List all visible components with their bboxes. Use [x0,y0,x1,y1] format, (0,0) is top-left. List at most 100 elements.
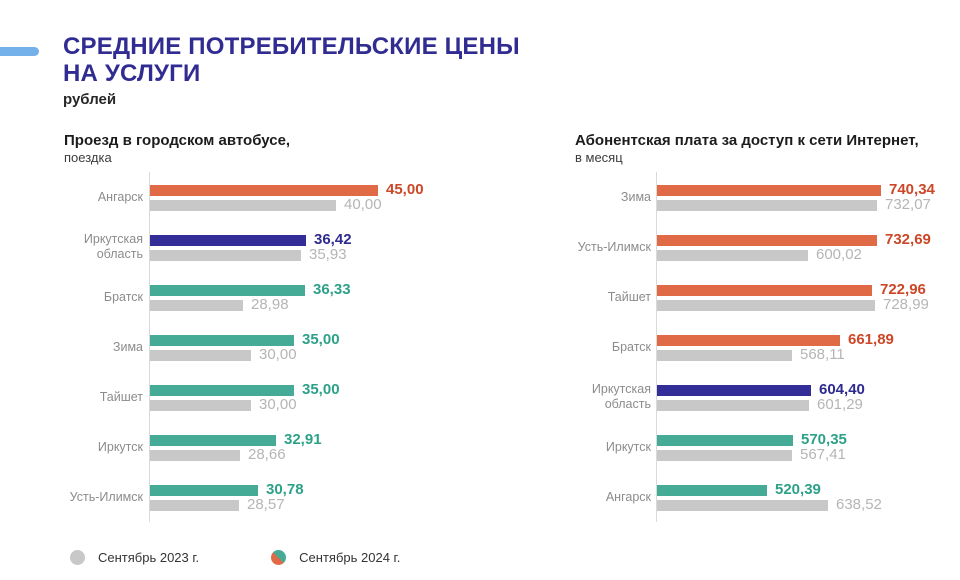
bar-row: Иркутская область 36,42 35,93 [64,222,554,272]
value-label-2024: 740,34 [889,181,935,198]
bar-row: Иркутская область 604,40 601,29 [575,372,960,422]
category-label: Тайшет [607,289,651,304]
bar-row: Иркутск 32,91 28,66 [64,422,554,472]
bar-row: Иркутск 570,35 567,41 [575,422,960,472]
chart-internet-fee: Абонентская плата за доступ к сети Интер… [575,131,960,522]
bar-2023 [150,199,336,211]
bar-2024 [657,484,767,496]
value-label-2024: 36,33 [313,281,351,298]
bar-line-2024: 732,69 [657,231,960,248]
bars-area: 45,00 40,00 [149,172,554,222]
value-label-2024: 604,40 [819,381,865,398]
bar-2023 [657,299,875,311]
bar-2024 [150,484,258,496]
bar-row: Зима 35,00 30,00 [64,322,554,372]
bar-2023 [150,299,243,311]
bar-row: Тайшет 722,96 728,99 [575,272,960,322]
bar-line-2023: 30,00 [150,397,554,412]
bar-2024 [150,234,306,246]
value-label-2024: 35,00 [302,381,340,398]
category-label: Иркутск [97,439,143,454]
chart-subtitle: поездка [64,150,112,165]
unit-label: рублей [63,91,117,108]
category-label: Иркутская область [591,382,651,411]
bar-2024 [657,284,872,296]
bar-2024 [150,434,276,446]
chart-subtitle: в месяц [575,150,623,165]
value-label-2023: 732,07 [885,196,931,213]
header: СРЕДНИЕ ПОТРЕБИТЕЛЬСКИЕ ЦЕНЫ НА УСЛУГИ р… [63,33,520,108]
value-label-2024: 732,69 [885,231,931,248]
category-label: Усть-Илимск [577,239,651,254]
bar-line-2023: 28,57 [150,496,554,513]
bar-2023 [657,399,809,411]
bars-area: 30,78 28,57 [149,472,554,522]
bar-2024 [657,434,793,446]
category-label: Тайшет [99,389,143,404]
bar-line-2024: 740,34 [657,181,960,198]
bars-area: 520,39 638,52 [656,472,960,522]
page-title: СРЕДНИЕ ПОТРЕБИТЕЛЬСКИЕ ЦЕНЫ НА УСЛУГИ [63,33,520,87]
chart-title: Абонентская плата за доступ к сети Интер… [575,132,919,149]
bar-2024 [150,384,294,396]
category-label: Зима [620,189,651,204]
bar-2023 [150,499,239,511]
value-label-2023: 28,57 [247,496,285,513]
value-label-2023: 638,52 [836,496,882,513]
value-label-2024: 570,35 [801,431,847,448]
bar-line-2024: 520,39 [657,481,960,498]
value-label-2024: 520,39 [775,481,821,498]
legend-dot-2023 [70,550,85,565]
bar-line-2024: 45,00 [150,182,554,197]
bar-line-2023: 30,00 [150,347,554,362]
bar-line-2023: 600,02 [657,246,960,263]
page-title-line1: СРЕДНИЕ ПОТРЕБИТЕЛЬСКИЕ ЦЕНЫ [63,33,520,60]
legend-item-2024: Сентябрь 2024 г. [271,550,400,565]
bar-line-2024: 36,33 [150,281,554,298]
bar-row: Ангарск 45,00 40,00 [64,172,554,222]
bar-line-2023: 40,00 [150,196,554,213]
bar-2023 [150,449,240,461]
bar-2023 [657,449,792,461]
bar-line-2023: 28,66 [150,447,554,462]
bar-row: Братск 36,33 28,98 [64,272,554,322]
bar-line-2023: 601,29 [657,397,960,412]
bars-area: 661,89 568,11 [656,322,960,372]
bars-area: 36,33 28,98 [149,272,554,322]
value-label-2024: 32,91 [284,431,322,448]
bar-line-2023: 35,93 [150,247,554,262]
accent-bar [0,47,39,56]
bar-line-2023: 728,99 [657,297,960,312]
bar-2024 [657,184,881,196]
value-label-2024: 36,42 [314,231,352,248]
legend: Сентябрь 2023 г. Сентябрь 2024 г. [70,550,400,565]
value-label-2024: 30,78 [266,481,304,498]
page-title-line2: НА УСЛУГИ [63,60,201,87]
bar-2023 [150,249,301,261]
bar-line-2024: 604,40 [657,381,960,398]
bar-line-2024: 30,78 [150,481,554,498]
category-label: Ангарск [97,189,143,204]
bars-area: 570,35 567,41 [656,422,960,472]
chart-rows: Ангарск 45,00 40,00 Иркутская область 36,42 3… [64,172,554,522]
legend-label-2024: Сентябрь 2024 г. [299,550,401,565]
bars-area: 722,96 728,99 [656,272,960,322]
value-label-2023: 40,00 [344,196,382,213]
value-label-2024: 722,96 [880,281,926,298]
bar-2024 [657,384,811,396]
bar-line-2023: 638,52 [657,496,960,513]
bar-2024 [657,334,840,346]
value-label-2023: 600,02 [816,246,862,263]
bar-row: Ангарск 520,39 638,52 [575,472,960,522]
chart-rows: Зима 740,34 732,07 Усть-Илимск 732,69 600,02 Т… [575,172,960,522]
category-label: Иркутск [605,439,651,454]
bar-line-2024: 32,91 [150,431,554,448]
value-label-2023: 567,41 [800,446,846,463]
bar-2024 [150,184,378,196]
category-label: Усть-Илимск [69,489,143,504]
bar-2023 [657,349,792,361]
value-label-2023: 28,98 [251,296,289,313]
bar-line-2023: 732,07 [657,196,960,213]
bar-line-2024: 661,89 [657,332,960,347]
value-label-2024: 35,00 [302,331,340,348]
